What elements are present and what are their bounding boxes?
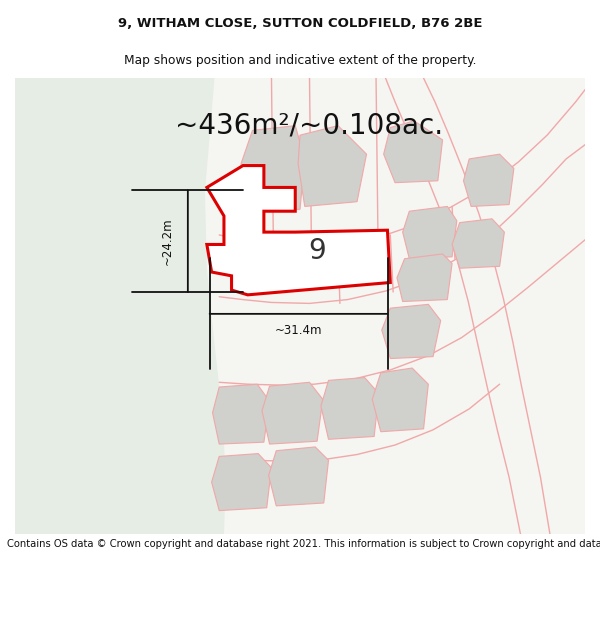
Polygon shape	[383, 121, 443, 182]
Polygon shape	[15, 78, 226, 534]
Text: ~24.2m: ~24.2m	[160, 217, 173, 265]
Polygon shape	[463, 154, 514, 206]
Polygon shape	[207, 166, 390, 295]
Polygon shape	[269, 447, 329, 506]
Text: Map shows position and indicative extent of the property.: Map shows position and indicative extent…	[124, 54, 476, 68]
Polygon shape	[241, 126, 305, 211]
Polygon shape	[15, 78, 585, 534]
Polygon shape	[321, 378, 379, 439]
Polygon shape	[262, 382, 323, 444]
Polygon shape	[212, 384, 269, 444]
Text: 9, WITHAM CLOSE, SUTTON COLDFIELD, B76 2BE: 9, WITHAM CLOSE, SUTTON COLDFIELD, B76 2…	[118, 17, 482, 30]
Polygon shape	[382, 304, 440, 359]
Polygon shape	[403, 206, 457, 259]
Text: ~436m²/~0.108ac.: ~436m²/~0.108ac.	[175, 112, 443, 139]
Text: ~31.4m: ~31.4m	[275, 324, 322, 336]
Text: 9: 9	[308, 237, 326, 265]
Text: Contains OS data © Crown copyright and database right 2021. This information is : Contains OS data © Crown copyright and d…	[7, 539, 600, 549]
Polygon shape	[372, 368, 428, 432]
Polygon shape	[452, 219, 505, 268]
Polygon shape	[212, 454, 271, 511]
Polygon shape	[397, 254, 452, 301]
Polygon shape	[298, 126, 367, 206]
